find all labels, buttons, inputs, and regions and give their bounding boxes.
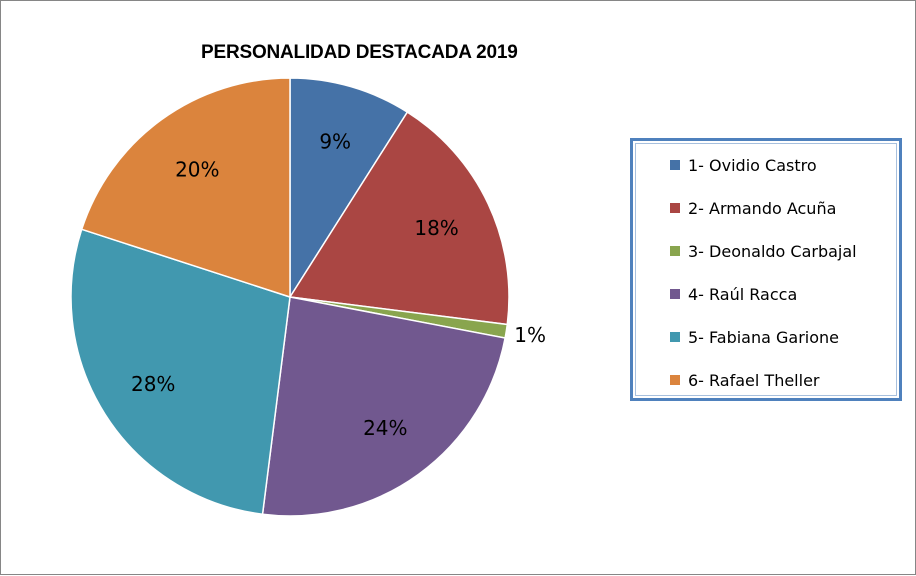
legend-label-2: 2- Armando Acuña xyxy=(688,198,837,218)
legend-item-5: 5- Fabiana Garione xyxy=(670,325,839,349)
legend-label-5: 5- Fabiana Garione xyxy=(688,327,840,347)
legend-swatch-5 xyxy=(670,332,680,342)
data-label-6: 20% xyxy=(175,157,219,181)
legend-swatch-4 xyxy=(670,289,680,299)
legend-swatch-6 xyxy=(670,375,680,385)
data-label-1: 9% xyxy=(319,129,351,153)
legend-label-3: 3- Deonaldo Carbajal xyxy=(688,241,857,261)
legend-swatch-3 xyxy=(670,246,680,256)
legend-label-4: 4- Raúl Racca xyxy=(688,284,798,304)
pie-slice-1 xyxy=(289,77,409,300)
pie-slice-2 xyxy=(288,111,510,326)
data-label-5: 28% xyxy=(131,372,175,396)
data-label-4: 24% xyxy=(363,416,407,440)
legend-item-3: 3- Deonaldo Carbajal xyxy=(670,239,857,263)
legend-swatch-1 xyxy=(670,160,680,170)
pie-slice-5 xyxy=(70,228,291,516)
legend-label-6: 6- Rafael Theller xyxy=(688,370,820,390)
legend-item-4: 4- Raúl Racca xyxy=(670,282,797,306)
legend-item-2: 2- Armando Acuña xyxy=(670,196,836,220)
legend-item-6: 6- Rafael Theller xyxy=(670,368,820,392)
legend-inner-border xyxy=(635,143,897,396)
legend-swatch-2 xyxy=(670,203,680,213)
data-label-2: 18% xyxy=(414,216,458,240)
chart-title: PERSONALIDAD DESTACADA 2019 xyxy=(201,42,518,63)
legend-item-1: 1- Ovidio Castro xyxy=(670,153,817,177)
pie-slice-4 xyxy=(261,296,506,517)
data-label-3: 1% xyxy=(514,323,546,347)
legend: 1- Ovidio Castro 2- Armando Acuña 3- Deona… xyxy=(630,138,902,401)
pie-slice-6 xyxy=(80,77,291,299)
legend-label-1: 1- Ovidio Castro xyxy=(688,155,817,175)
